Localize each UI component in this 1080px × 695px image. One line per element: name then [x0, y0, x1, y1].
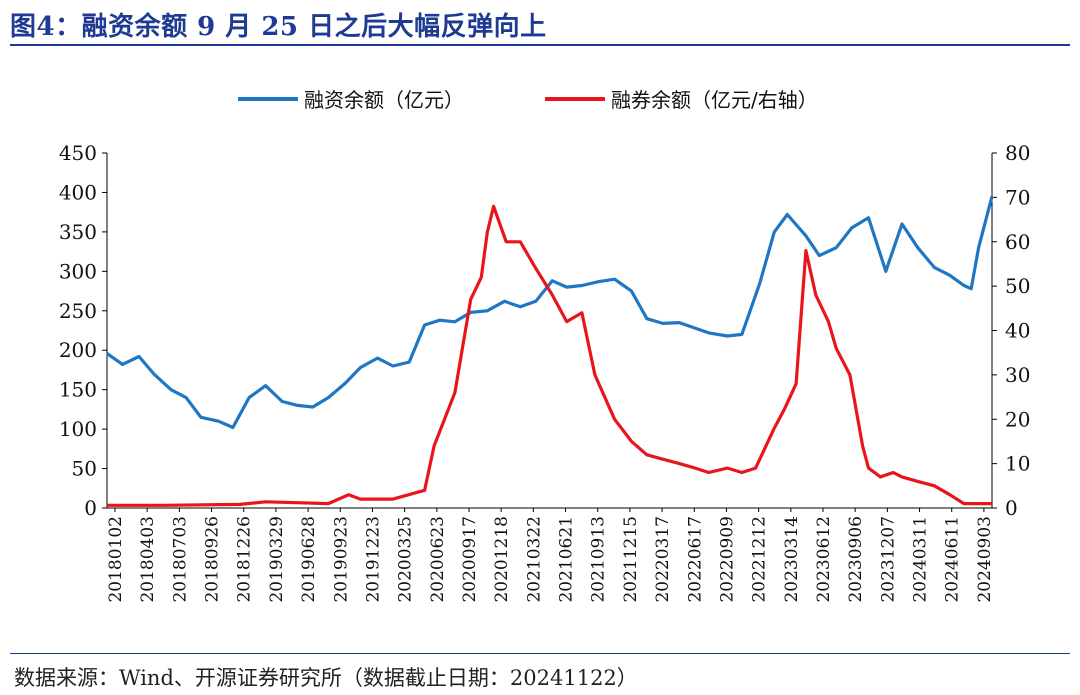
x-tick-label: 20190628 — [299, 516, 319, 603]
y-left-tick-label: 400 — [59, 180, 97, 204]
legend-label: 融资余额（亿元） — [304, 88, 464, 112]
y-right-tick-label: 20 — [1005, 407, 1030, 431]
series-layer — [106, 195, 994, 507]
x-tick-label: 20220617 — [685, 516, 705, 603]
x-tick-label: 20200623 — [428, 516, 448, 603]
x-tick-label: 20230612 — [814, 516, 834, 603]
x-tick-label: 20231207 — [878, 516, 898, 603]
axes: 0 50 100 150 200 250 300 350 400 450 0 10 20 30 40 50 60… — [59, 141, 1031, 603]
x-tick-label: 20191223 — [363, 516, 383, 603]
y-right-tick-label: 40 — [1005, 319, 1030, 343]
x-tick-label: 20210913 — [589, 516, 609, 603]
y-right-tick-label: 50 — [1005, 274, 1030, 298]
series-line-margin-financing — [106, 195, 994, 430]
x-tick-label: 20211215 — [621, 516, 641, 603]
title-rule — [10, 44, 1070, 46]
y-left-tick-label: 450 — [59, 141, 97, 165]
y-left-tick-label: 100 — [59, 417, 97, 441]
y-left-tick-label: 350 — [59, 220, 97, 244]
x-tick-label: 20180926 — [203, 516, 223, 603]
y-right-tick-label: 60 — [1005, 230, 1030, 254]
x-tick-label: 20190329 — [267, 516, 287, 603]
x-tick-label: 20180403 — [138, 516, 158, 603]
x-tick-label: 20220909 — [717, 516, 737, 603]
x-tick-label: 20190923 — [331, 516, 351, 603]
y-left-tick-label: 300 — [59, 259, 97, 283]
figure-title: 图4：融资余额 9 月 25 日之后大幅反弹向上 — [10, 12, 547, 42]
y-left-tick-label: 0 — [84, 496, 97, 520]
legend-label: 融券余额（亿元/右轴） — [611, 88, 818, 112]
y-right-tick-label: 0 — [1005, 496, 1018, 520]
y-right-tick-label: 70 — [1005, 185, 1030, 209]
source-note: 数据来源：Wind、开源证券研究所（数据截止日期：20241122） — [14, 666, 638, 690]
x-tick-label: 20240903 — [975, 516, 995, 603]
y-left-tick-label: 50 — [72, 457, 97, 481]
x-tick-label: 20200325 — [396, 516, 416, 603]
series-line-securities-lending — [107, 204, 992, 507]
y-right-tick-label: 30 — [1005, 363, 1030, 387]
x-tick-label: 20230906 — [846, 516, 866, 603]
x-tick-label: 20210322 — [524, 516, 544, 603]
x-tick-label: 20220317 — [653, 516, 673, 603]
y-left-tick-label: 150 — [59, 378, 97, 402]
x-tick-label: 20240611 — [943, 516, 963, 603]
x-tick-label: 20180703 — [170, 516, 190, 603]
x-tick-label: 20200917 — [460, 516, 480, 603]
y-left-tick-label: 200 — [59, 338, 97, 362]
x-tick-label: 20210621 — [557, 516, 577, 603]
source-rule — [10, 653, 1070, 654]
x-tick-label: 20181226 — [235, 516, 255, 603]
y-right-tick-label: 10 — [1005, 452, 1030, 476]
y-right-tick-label: 80 — [1005, 141, 1030, 165]
x-tick-label: 20180102 — [106, 516, 126, 603]
x-tick-label: 20230314 — [782, 516, 802, 603]
legend: 融资余额（亿元） 融券余额（亿元/右轴） — [238, 88, 818, 112]
y-left-tick-label: 250 — [59, 299, 97, 323]
x-tick-label: 20221212 — [750, 516, 770, 603]
x-tick-label: 20240311 — [911, 516, 931, 603]
x-tick-label: 20201218 — [492, 516, 512, 603]
